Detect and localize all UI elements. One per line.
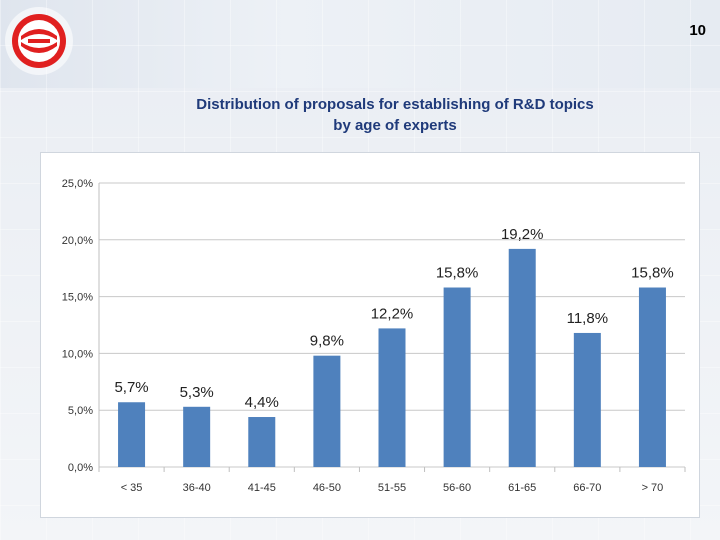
data-label: 4,4% <box>245 394 279 411</box>
x-tick-label: 36-40 <box>183 482 211 494</box>
x-tick-label: 56-60 <box>443 482 471 494</box>
y-tick-label: 10,0% <box>62 348 93 360</box>
logo-icon <box>5 7 73 75</box>
header-band <box>0 0 720 88</box>
x-tick-label: 51-55 <box>378 482 406 494</box>
data-label: 19,2% <box>501 226 544 243</box>
y-tick-label: 15,0% <box>62 292 93 304</box>
data-label: 5,3% <box>180 384 214 401</box>
chart-container: 0,0% 5,0% 10,0% 15,0% 20,0% 25,0% 5,7% < 35 5,3%… <box>40 152 700 518</box>
bar <box>638 287 666 467</box>
bar <box>508 248 536 467</box>
x-tick-label: 61-65 <box>508 482 536 494</box>
slide-title-line-1: Distribution of proposals for establishi… <box>196 96 594 113</box>
x-tick-label: < 35 <box>121 482 143 494</box>
data-label: 12,2% <box>371 305 414 322</box>
bar <box>443 287 471 467</box>
x-tick-label: 46-50 <box>313 482 341 494</box>
page-number: 10 <box>689 22 706 39</box>
bar <box>248 417 276 467</box>
y-tick-label: 0,0% <box>68 462 93 474</box>
bar <box>118 402 146 467</box>
bar <box>183 406 211 467</box>
data-label: 15,8% <box>631 265 674 282</box>
bar <box>313 355 341 467</box>
bar <box>378 328 406 467</box>
bar <box>573 332 601 467</box>
y-tick-label: 20,0% <box>62 235 93 247</box>
data-label: 9,8% <box>310 333 344 350</box>
data-label: 15,8% <box>436 265 479 282</box>
slide-title-line-2: by age of experts <box>333 117 457 134</box>
x-tick-label: 41-45 <box>248 482 276 494</box>
x-tick-label: 66-70 <box>573 482 601 494</box>
slide-title: Distribution of proposals for establishi… <box>40 94 720 136</box>
data-label: 11,8% <box>567 310 608 327</box>
x-tick-label: > 70 <box>642 482 664 494</box>
y-tick-label: 25,0% <box>62 178 93 190</box>
bar-chart: 0,0% 5,0% 10,0% 15,0% 20,0% 25,0% 5,7% < 35 5,3%… <box>62 178 686 494</box>
data-label: 5,7% <box>114 379 148 396</box>
y-tick-label: 5,0% <box>68 405 93 417</box>
